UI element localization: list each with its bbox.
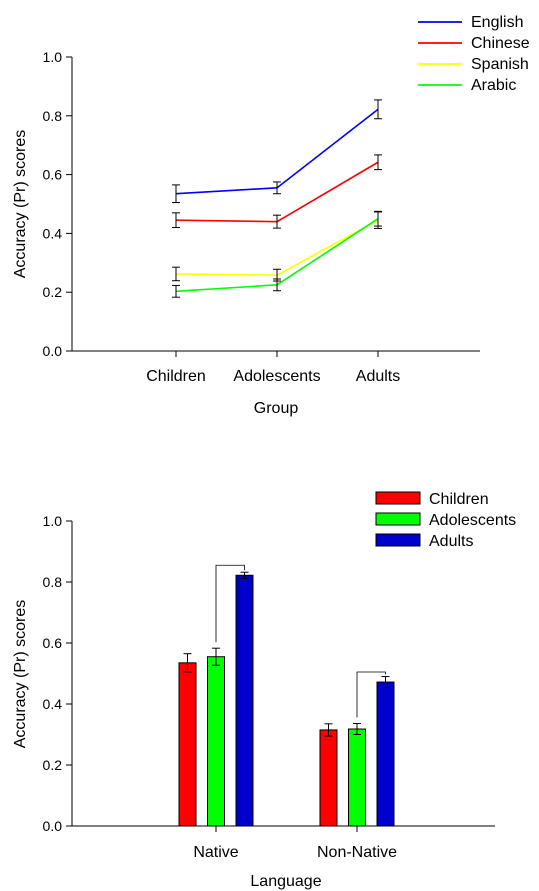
bars-group (178, 571, 395, 827)
y-tick-group: 0.0 0.2 0.4 0.6 0.8 1.0 (43, 49, 72, 359)
legend-label: Spanish (471, 56, 529, 73)
bracket-group (215, 564, 386, 718)
y-tick-label: 0.6 (43, 167, 63, 183)
bar-adults (376, 681, 395, 827)
x-tick-label: Adolescents (233, 368, 320, 385)
legend-label: English (471, 14, 523, 31)
y-tick-group: 0.0 0.2 0.4 0.6 0.8 1.0 (43, 513, 72, 834)
y-tick-label: 0.4 (43, 696, 63, 712)
x-axis-label: Language (250, 873, 321, 890)
bar-chart: 0.0 0.2 0.4 0.6 0.8 1.0 Native Non-Native Accu… (12, 491, 516, 890)
line-chart: 0.0 0.2 0.4 0.6 0.8 1.0 Children Adolescents Ad… (12, 14, 530, 417)
x-axis-label: Group (254, 400, 299, 417)
x-tick-label: Adults (356, 368, 400, 385)
bar-adolescents (207, 656, 225, 827)
x-tick-label: Native (193, 844, 238, 861)
y-tick-label: 0.8 (43, 574, 63, 590)
legend-label: Arabic (471, 77, 516, 94)
y-axis-label: Accuracy (Pr) scores (12, 130, 29, 278)
y-tick-label: 0.2 (43, 284, 63, 300)
series-group (172, 99, 382, 298)
bar-children (319, 729, 338, 827)
series-arabic (172, 210, 382, 298)
bar-adolescents (348, 728, 366, 827)
x-tick-group: Children Adolescents Adults (146, 351, 400, 385)
legend-swatch (375, 533, 421, 547)
y-tick-label: 0.6 (43, 635, 63, 651)
y-tick-label: 1.0 (43, 513, 63, 529)
series-line (175, 108, 379, 195)
bar-adults (235, 574, 254, 827)
legend-label: Chinese (471, 35, 530, 52)
x-tick-label: Non-Native (317, 844, 397, 861)
legend: Children Adolescents Adults (375, 491, 516, 550)
legend-label: Adolescents (429, 512, 516, 529)
y-tick-label: 0.0 (43, 343, 63, 359)
significance-bracket (356, 671, 386, 718)
legend-swatch (375, 512, 421, 526)
legend-swatch (375, 491, 421, 505)
series-english (172, 99, 382, 204)
y-tick-label: 0.8 (43, 108, 63, 124)
y-axis-label: Accuracy (Pr) scores (12, 600, 29, 748)
y-tick-label: 0.4 (43, 225, 63, 241)
significance-bracket (215, 564, 245, 643)
legend: English Chinese Spanish Arabic (418, 14, 530, 94)
bar-children (178, 662, 197, 827)
series-chinese (172, 154, 382, 229)
y-tick-label: 0.0 (43, 818, 63, 834)
legend-label: Adults (429, 533, 473, 550)
x-tick-label: Children (146, 368, 206, 385)
y-tick-label: 1.0 (43, 49, 63, 65)
x-tick-group: Native Non-Native (193, 826, 397, 861)
legend-label: Children (429, 491, 489, 508)
y-tick-label: 0.2 (43, 757, 63, 773)
